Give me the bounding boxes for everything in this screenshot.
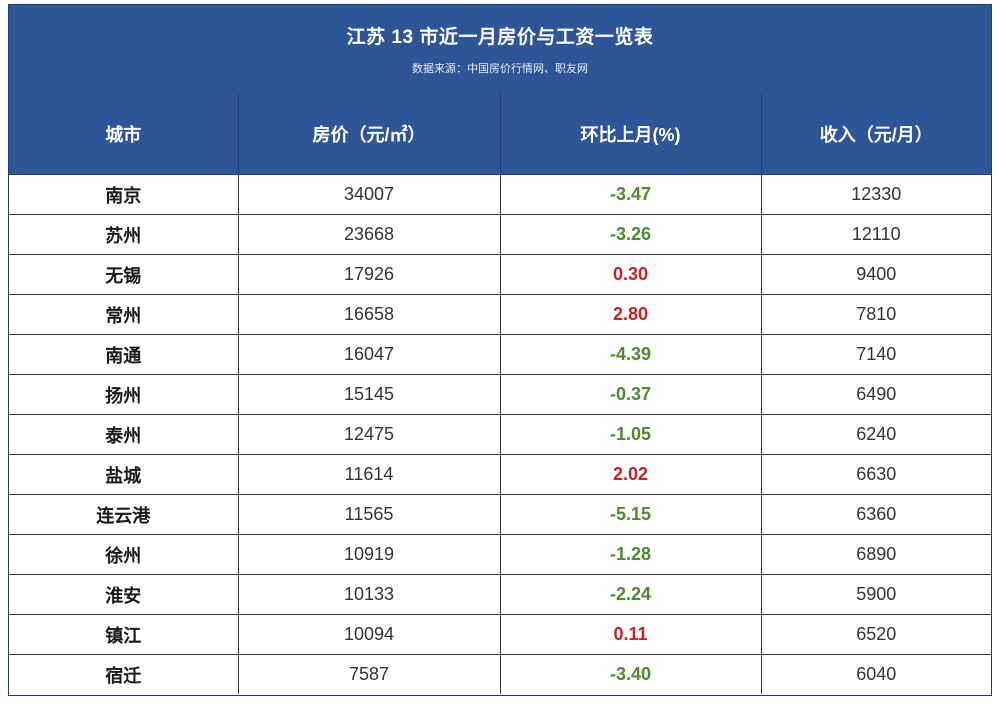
- data-source-note: 数据来源：中国房价行情网、职友网: [412, 63, 588, 75]
- change-cell: -3.40: [500, 654, 762, 694]
- city-cell: 盐城: [9, 454, 239, 495]
- change-cell: 0.11: [500, 614, 762, 655]
- table-row: 宿迁 7587 -3.40 6040: [9, 654, 991, 694]
- income-cell: 5900: [761, 574, 991, 615]
- income-cell: 6360: [761, 494, 991, 535]
- table-row: 苏州 23668 -3.26 12110: [9, 214, 991, 255]
- table-row: 盐城 11614 2.02 6630: [9, 454, 991, 495]
- table-row: 南通 16047 -4.39 7140: [9, 334, 991, 375]
- price-cell: 11565: [238, 494, 501, 535]
- change-cell: -3.47: [500, 174, 762, 215]
- income-cell: 12110: [761, 214, 991, 255]
- city-cell: 镇江: [9, 614, 239, 655]
- price-income-table: 城市 房价（元/㎡） 环比上月(%) 收入（元/月） 南京 34007 -3.4…: [9, 94, 991, 694]
- price-cell: 10133: [238, 574, 501, 615]
- change-cell: -0.37: [500, 374, 762, 415]
- table-title: 江苏 13 市近一月房价与工资一览表: [346, 27, 654, 48]
- city-cell: 宿迁: [9, 654, 239, 694]
- income-cell: 6040: [856, 664, 897, 684]
- table-row: 淮安 10133 -2.24 5900: [9, 574, 991, 615]
- header-change: 环比上月(%): [500, 94, 762, 175]
- change-cell: 2.80: [500, 294, 762, 335]
- table-row: 无锡 17926 0.30 9400: [9, 254, 991, 295]
- price-cell: 34007: [238, 174, 501, 215]
- header-income: 收入（元/月）: [761, 94, 991, 175]
- table-header: 城市 房价（元/㎡） 环比上月(%) 收入（元/月）: [9, 94, 991, 175]
- city-cell: 扬州: [9, 374, 239, 415]
- header-city: 城市: [9, 94, 239, 175]
- income-cell: 7810: [761, 294, 991, 335]
- table-row: 徐州 10919 -1.28 6890: [9, 534, 991, 575]
- change-cell: -2.24: [500, 574, 762, 615]
- table-row: 镇江 10094 0.11 6520: [9, 614, 991, 655]
- income-cell: 6240: [761, 414, 991, 455]
- price-cell: 11614: [238, 454, 501, 495]
- change-cell: -1.05: [500, 414, 762, 455]
- change-cell: -3.26: [500, 214, 762, 255]
- income-cell: 12330: [761, 174, 991, 215]
- table-row: 扬州 15145 -0.37 6490: [9, 374, 991, 415]
- income-cell: 6630: [761, 454, 991, 495]
- price-cell: 16658: [238, 294, 501, 335]
- income-cell: 9400: [761, 254, 991, 295]
- table-body: 南京 34007 -3.47 12330 苏州 23668 -3.26 1211…: [9, 174, 991, 694]
- price-cell: 12475: [238, 414, 501, 455]
- city-cell: 南京: [9, 174, 239, 215]
- income-cell: 7140: [761, 334, 991, 375]
- table-row: 常州 16658 2.80 7810: [9, 294, 991, 335]
- change-cell: -5.15: [500, 494, 762, 535]
- price-cell: 10094: [238, 614, 501, 655]
- change-cell: -4.39: [500, 334, 762, 375]
- city-cell: 南通: [9, 334, 239, 375]
- price-cell: 10919: [238, 534, 501, 575]
- table-row: 南京 34007 -3.47 12330: [9, 174, 991, 215]
- city-cell: 苏州: [9, 214, 239, 255]
- price-cell: 16047: [238, 334, 501, 375]
- city-cell: 无锡: [9, 254, 239, 295]
- change-cell: 2.02: [500, 454, 762, 495]
- price-income-sheet: 江苏 13 市近一月房价与工资一览表 数据来源：中国房价行情网、职友网 城市 房…: [8, 4, 992, 696]
- change-cell: -1.28: [500, 534, 762, 575]
- table-row: 泰州 12475 -1.05 6240: [9, 414, 991, 455]
- header-row: 城市 房价（元/㎡） 环比上月(%) 收入（元/月）: [9, 94, 991, 175]
- city-cell: 泰州: [9, 414, 239, 455]
- income-cell: 6490: [761, 374, 991, 415]
- title-banner: 江苏 13 市近一月房价与工资一览表 数据来源：中国房价行情网、职友网: [9, 5, 991, 95]
- city-cell: 徐州: [9, 534, 239, 575]
- price-cell: 23668: [238, 214, 501, 255]
- table-row: 连云港 11565 -5.15 6360: [9, 494, 991, 535]
- price-cell: 15145: [238, 374, 501, 415]
- price-cell: 7587: [238, 654, 501, 694]
- price-cell: 17926: [238, 254, 501, 295]
- income-cell: 6890: [761, 534, 991, 575]
- header-price: 房价（元/㎡）: [238, 94, 501, 175]
- city-cell: 连云港: [9, 494, 239, 535]
- city-cell: 常州: [9, 294, 239, 335]
- income-cell: 6520: [761, 614, 991, 655]
- city-cell: 淮安: [9, 574, 239, 615]
- change-cell: 0.30: [500, 254, 762, 295]
